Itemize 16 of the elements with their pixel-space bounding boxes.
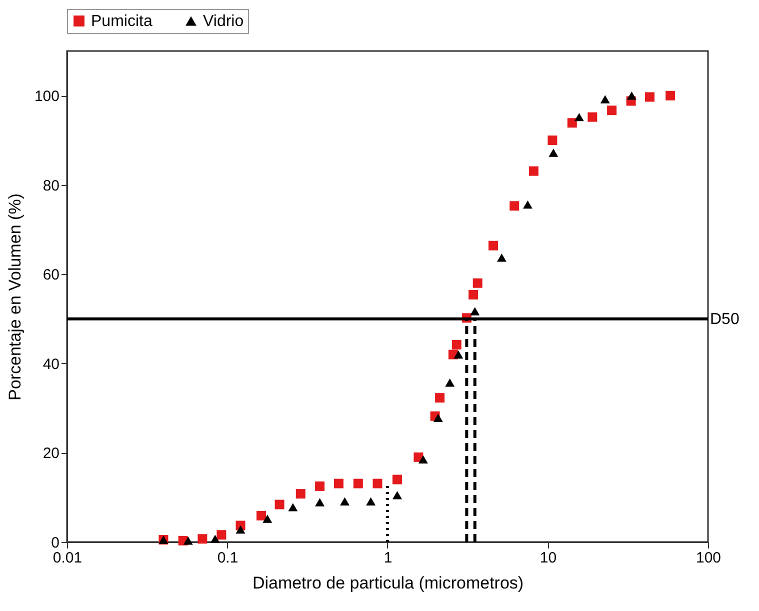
x-tick-label: 100 [696, 550, 722, 566]
y-tick-label: 60 [42, 266, 60, 284]
x-tick-label: 1 [384, 550, 392, 566]
legend-label: Pumicita [91, 13, 152, 30]
y-tick-label: 0 [51, 534, 60, 552]
ref-line-label: D50 [710, 310, 740, 328]
y-axis-title: Porcentaje en Volumen (%) [5, 194, 24, 400]
x-tick-label: 10 [540, 550, 557, 566]
y-tick-label: 80 [42, 177, 60, 194]
x-tick-label: 0.01 [52, 550, 82, 566]
y-tick-label: 100 [34, 88, 60, 106]
legend-label: Vidrio [203, 13, 244, 30]
x-tick-label: 0.1 [217, 550, 238, 566]
y-tick-label: 40 [42, 356, 60, 373]
x-axis-title: Diametro de particula (micrometros) [252, 574, 524, 592]
y-tick-label: 20 [42, 445, 60, 462]
